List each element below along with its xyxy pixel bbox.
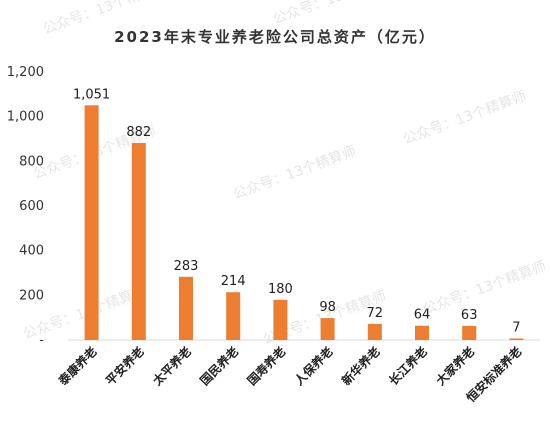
bar — [179, 276, 193, 340]
data-label: 882 — [126, 125, 151, 140]
bar — [273, 299, 288, 340]
category-label: 大家养老 — [433, 344, 478, 389]
category-label: 泰康养老 — [54, 344, 99, 389]
y-tick-label: - — [39, 333, 44, 348]
category-label: 平安养老 — [102, 344, 147, 389]
data-label: 214 — [221, 274, 246, 289]
data-label: 63 — [461, 308, 478, 323]
y-tick-label: 1,200 — [7, 65, 44, 80]
data-label: 72 — [367, 306, 384, 321]
data-label: 98 — [319, 300, 336, 315]
category-label: 太平养老 — [150, 344, 195, 389]
category-label: 人保养老 — [291, 344, 336, 389]
category-label: 新华养老 — [338, 344, 383, 389]
chart-title: 2023年末专业养老险公司总资产（亿元） — [114, 28, 436, 46]
category-label: 长江养老 — [386, 344, 431, 389]
bar — [131, 143, 146, 340]
y-tick-label: 800 — [19, 154, 44, 169]
bar — [509, 338, 524, 340]
bar — [415, 325, 429, 340]
data-label: 7 — [512, 320, 520, 335]
category-label: 国民养老 — [197, 344, 242, 389]
y-tick-label: 400 — [19, 244, 44, 259]
bar — [320, 318, 335, 340]
bar — [84, 105, 99, 340]
data-label: 1,051 — [73, 87, 110, 102]
y-tick-label: 600 — [19, 199, 44, 214]
bar — [367, 323, 382, 340]
y-tick-label: 1,000 — [7, 110, 44, 125]
data-label: 64 — [414, 308, 431, 323]
category-label: 国寿养老 — [244, 344, 289, 389]
data-label: 283 — [174, 259, 199, 274]
data-label: 180 — [268, 282, 293, 297]
bar — [462, 325, 477, 340]
y-tick-label: 200 — [19, 288, 44, 303]
bar — [226, 292, 241, 340]
